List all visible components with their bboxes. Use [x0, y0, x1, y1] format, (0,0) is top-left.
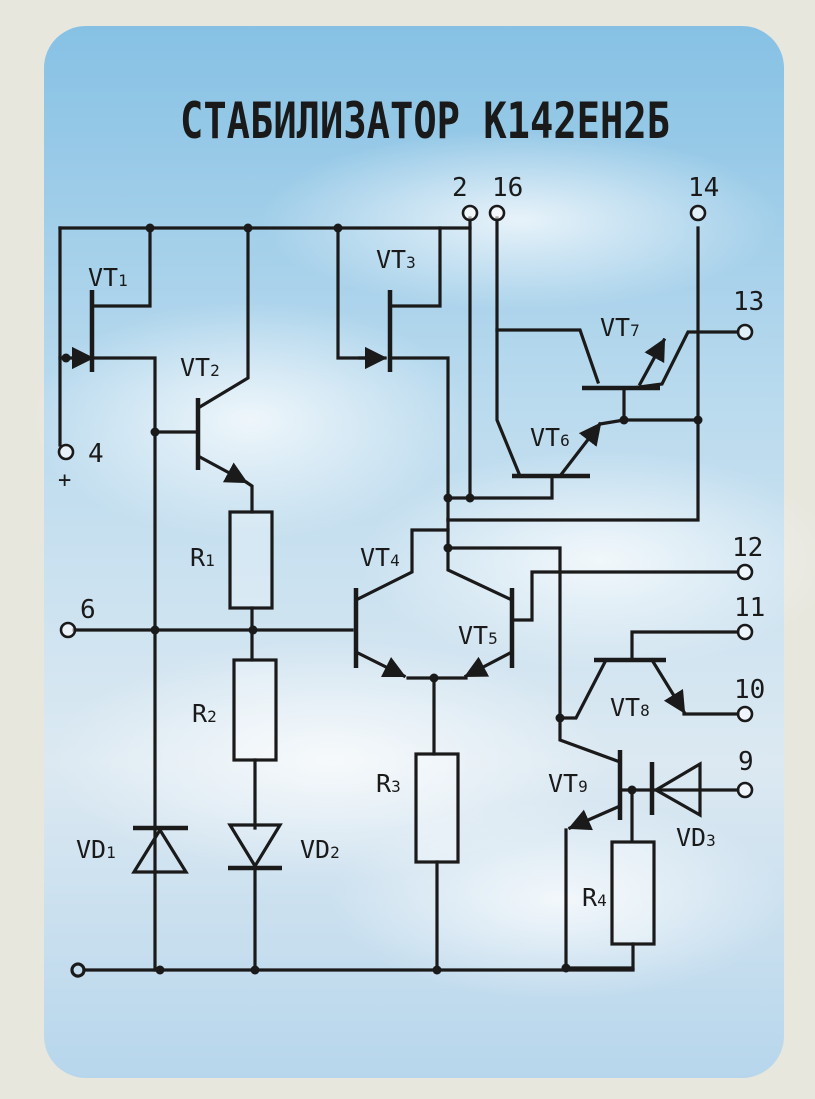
vd3-label: VD3: [676, 823, 716, 852]
ground-terminal: [70, 962, 86, 978]
pin-label-4: 4: [88, 439, 104, 469]
vt3-label: VT3: [376, 245, 416, 274]
poster-title: СТАБИЛИЗАТОР К142ЕН2Б: [180, 92, 670, 150]
pin-6-terminal: [59, 621, 77, 639]
pin-9-terminal: [736, 781, 754, 799]
pin-label-2: 2: [452, 173, 468, 203]
pin-label-13: 13: [733, 287, 764, 317]
vd1-label: VD1: [76, 835, 116, 864]
r1-label: R1: [190, 543, 215, 572]
r2-label: R2: [192, 699, 217, 728]
pin-14-terminal: [689, 204, 707, 222]
r4-label: R4: [582, 883, 607, 912]
pin-2-terminal: [461, 204, 479, 222]
pin-12-terminal: [736, 563, 754, 581]
circuit-wires: [58, 216, 740, 972]
pin-13-terminal: [736, 323, 754, 341]
vd2-label: VD2: [300, 835, 340, 864]
pin-11-terminal: [736, 623, 754, 641]
pin-label-12: 12: [732, 533, 763, 563]
vt4-label: VT4: [360, 543, 400, 572]
pin-10-terminal: [736, 705, 754, 723]
vt7-label: VT7: [600, 313, 640, 342]
pin-label-10: 10: [734, 675, 765, 705]
plus-sign: +: [58, 468, 71, 493]
vt6-label: VT6: [530, 423, 570, 452]
vt8-label: VT8: [610, 693, 650, 722]
pin-terminals: [57, 204, 754, 978]
pin-label-9: 9: [738, 747, 754, 777]
vt2-label: VT2: [180, 353, 220, 382]
junction-dots: [61, 223, 703, 975]
pin-label-11: 11: [734, 593, 765, 623]
pin-label-16: 16: [492, 173, 523, 203]
pin-label-6: 6: [80, 595, 96, 625]
cloud-texture: [30, 130, 815, 1000]
pin-4-terminal: [57, 443, 75, 461]
pin-label-14: 14: [688, 173, 719, 203]
vt5-label: VT5: [458, 621, 498, 650]
vt1-label: VT1: [88, 263, 128, 292]
pin-16-terminal: [488, 204, 506, 222]
vt9-label: VT9: [548, 769, 588, 798]
pin-labels: 2 16 14 13 4 + 6 12 11 10 9: [58, 173, 765, 777]
r3-label: R3: [376, 769, 401, 798]
component-labels: VT1 VT2 VT3 VT4 VT5 VT6 VT7 VT8 VT9 R1 R…: [76, 245, 716, 912]
